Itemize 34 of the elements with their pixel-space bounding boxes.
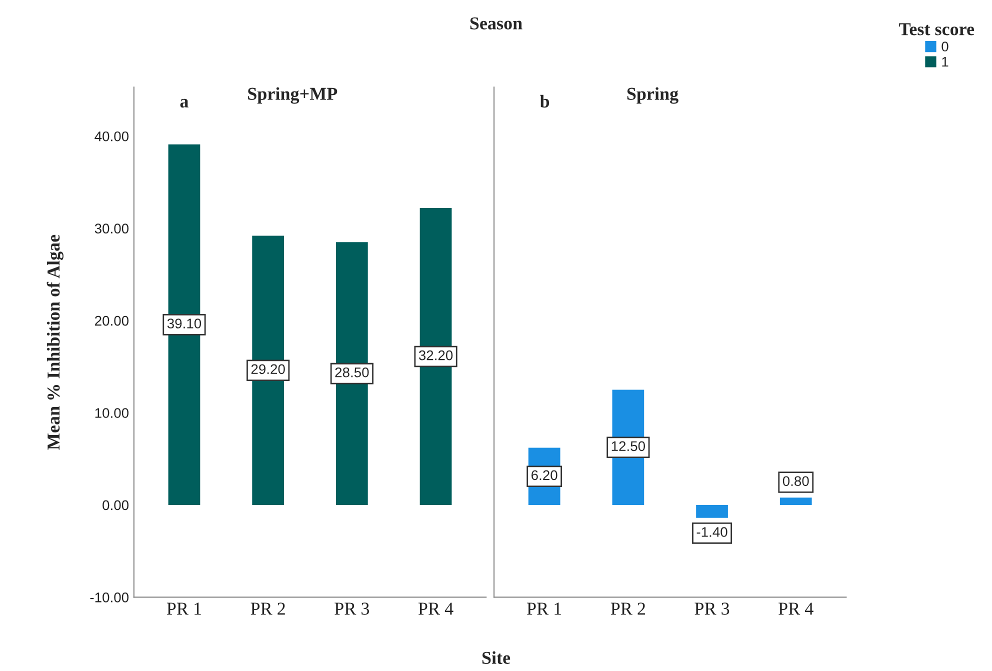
- bar: [696, 504, 728, 518]
- x-tick-label: PR 3: [334, 602, 370, 615]
- text: 39.10: [167, 318, 202, 328]
- y-axis-title: Mean % Inhibition of Algae: [46, 234, 64, 450]
- y-tick-label: -10.00: [90, 592, 129, 602]
- text: -1.40: [696, 527, 728, 537]
- annotation: a: [180, 98, 188, 108]
- text: 32.20: [418, 350, 453, 360]
- x-tick-label: PR 3: [694, 602, 730, 615]
- legend-label: 1: [942, 56, 948, 67]
- legend-label: 0: [942, 42, 948, 52]
- x-tick-label: PR 4: [778, 602, 814, 615]
- bar: [780, 498, 812, 505]
- text: 6.20: [532, 470, 558, 480]
- text: 29.20: [251, 364, 285, 374]
- legend-title: Test score: [899, 23, 974, 36]
- y-tick-label: 10.00: [95, 408, 129, 418]
- y-tick-label: 30.00: [94, 224, 129, 234]
- y-tick-label: 0.00: [102, 500, 129, 510]
- chart-subtitle: Season: [470, 17, 522, 30]
- y-tick-label: 20.00: [95, 316, 129, 326]
- chart-title: Spring: [627, 87, 678, 104]
- x-tick-label: PR 2: [610, 602, 645, 615]
- x-tick-label: PR 2: [250, 602, 285, 615]
- x-tick-label: PR 1: [527, 602, 562, 615]
- x-axis-title: Site: [482, 651, 510, 664]
- text: 12.50: [612, 441, 646, 452]
- annotation: b: [540, 94, 550, 108]
- x-tick-label: PR 1: [166, 602, 201, 615]
- chart-title: Spring+MP: [248, 87, 338, 104]
- y-tick-label: 40.00: [94, 131, 129, 142]
- text: 0.80: [782, 476, 809, 486]
- x-tick-label: PR 4: [418, 602, 454, 615]
- text: 28.50: [335, 367, 369, 378]
